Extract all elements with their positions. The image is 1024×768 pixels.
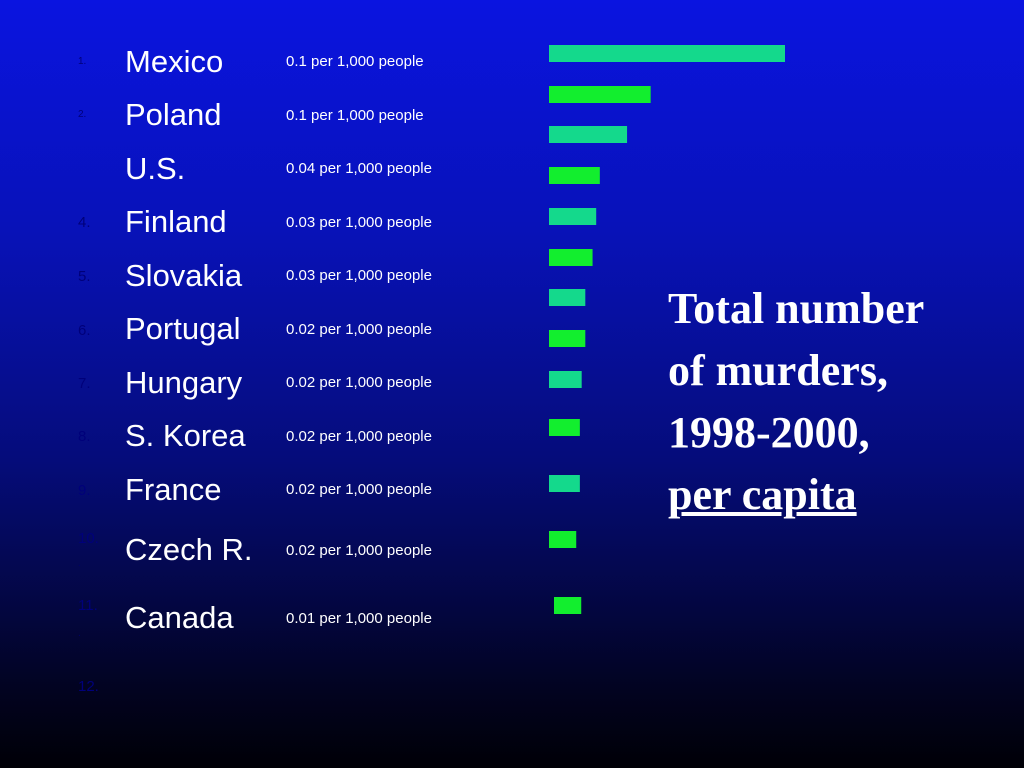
country-label: Mexico: [125, 44, 224, 79]
bar-8: [549, 330, 586, 347]
rank-1: 1.: [78, 56, 87, 67]
country-label: Canada: [125, 600, 234, 635]
rank-2: 2.: [78, 109, 87, 120]
bar-5: [549, 208, 597, 225]
country-label: S. Korea: [125, 418, 246, 453]
bar-13: [554, 597, 582, 614]
bar-9: [549, 371, 582, 388]
rate-label: 0.1 per 1,000 people: [286, 53, 424, 70]
country-label: Hungary: [125, 365, 243, 400]
rank-11-continuation: .: [78, 628, 81, 639]
rate-label: 0.02 per 1,000 people: [286, 374, 432, 391]
country-label: Portugal: [125, 311, 241, 346]
country-label: France: [125, 472, 222, 507]
bar-1: [549, 45, 785, 62]
bar-2: [549, 86, 651, 103]
rank-11: 11.: [78, 597, 98, 614]
country-label: Czech R.: [125, 532, 253, 567]
rate-label: 0.02 per 1,000 people: [286, 428, 432, 445]
bar-3: [549, 126, 628, 143]
rate-label: 0.01 per 1,000 people: [286, 610, 432, 627]
rank-8: 8.: [78, 428, 91, 445]
title-line: Total number: [668, 284, 925, 333]
country-label: Finland: [125, 204, 227, 239]
title-line: of murders,: [668, 346, 888, 395]
rate-label: 0.1 per 1,000 people: [286, 107, 424, 124]
rank-6: 6.: [78, 322, 91, 339]
bar-7: [549, 289, 586, 306]
rate-label: 0.02 per 1,000 people: [286, 321, 432, 338]
rank-4: 4.: [78, 214, 91, 231]
country-label: Slovakia: [125, 258, 243, 293]
rank-12: 12.: [78, 678, 99, 695]
title-line: 1998-2000,: [668, 408, 870, 457]
bar-6: [549, 249, 593, 266]
chart-title: Total number of murders, 1998-2000, per …: [668, 278, 998, 526]
rate-label: 0.04 per 1,000 people: [286, 160, 432, 177]
rank-9: 9.: [78, 482, 91, 499]
bar-11: [549, 475, 580, 492]
country-label: Poland: [125, 97, 222, 132]
rate-label: 0.02 per 1,000 people: [286, 481, 432, 498]
country-label: U.S.: [125, 151, 186, 186]
rate-label: 0.02 per 1,000 people: [286, 542, 432, 559]
bar-10: [549, 419, 580, 436]
rate-label: 0.03 per 1,000 people: [286, 267, 432, 284]
title-line-underlined: per capita: [668, 470, 857, 519]
bar-4: [549, 167, 600, 184]
rank-10-continuation: .: [78, 558, 81, 569]
rank-7: 7.: [78, 375, 91, 392]
bar-12: [549, 531, 577, 548]
rate-label: 0.03 per 1,000 people: [286, 214, 432, 231]
rank-5: 5.: [78, 268, 91, 285]
rank-10: 10.: [78, 530, 99, 547]
